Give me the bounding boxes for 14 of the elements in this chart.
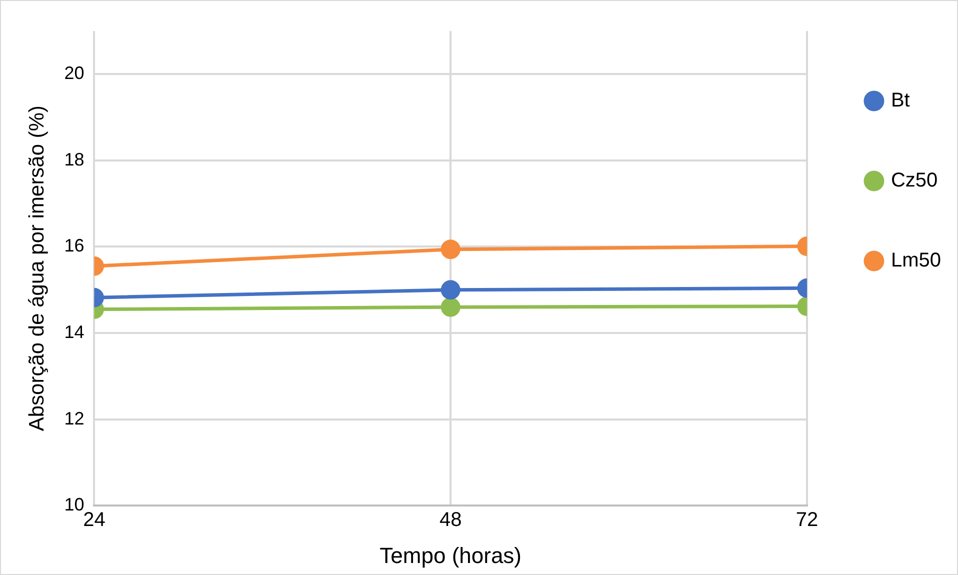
x-tick-label: 48 (439, 509, 462, 532)
y-tick-label: 12 (64, 408, 84, 428)
legend-label: Bt (890, 90, 910, 112)
y-tick-label: 18 (64, 149, 84, 170)
y-tick-label: 16 (64, 236, 84, 256)
y-axis-title: Absorção de água por imersão (%) (25, 105, 48, 432)
y-tick-label: 10 (64, 494, 84, 515)
legend-label: Lm50 (890, 250, 941, 272)
x-axis-title: Tempo (horas) (380, 542, 522, 568)
y-tick-label: 14 (64, 322, 84, 342)
x-tick-label: 24 (83, 509, 106, 532)
legend-label: Cz50 (890, 170, 938, 192)
y-tick-label: 20 (64, 63, 84, 84)
x-tick-label: 72 (796, 509, 818, 532)
